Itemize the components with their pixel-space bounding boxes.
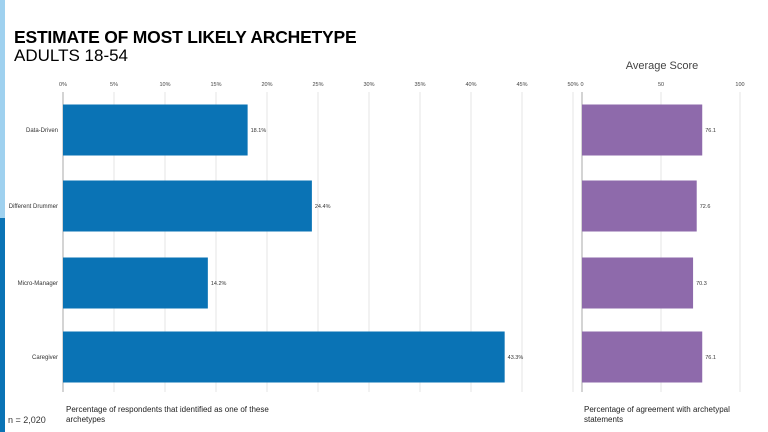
left-x-tick-label: 45% <box>516 82 527 88</box>
page-title: ESTIMATE OF MOST LIKELY ARCHETYPE <box>14 27 357 47</box>
accent-strip-light <box>0 0 5 218</box>
right-data-label: 70.3 <box>696 281 707 287</box>
left-x-tick-label: 25% <box>312 82 323 88</box>
right-chart-xlabel: Percentage of agreement with archetypal … <box>584 405 730 424</box>
left-x-tick-label: 10% <box>159 82 170 88</box>
page-subtitle: ADULTS 18-54 <box>14 46 129 65</box>
left-data-label: 14.2% <box>211 281 227 287</box>
right-x-tick-label: 50 <box>658 82 664 88</box>
category-label: Micro-Manager <box>18 281 58 287</box>
right-bar <box>582 104 703 156</box>
left-bar <box>63 331 505 383</box>
right-data-label: 76.1 <box>705 355 716 361</box>
right-data-label: 76.1 <box>705 128 716 134</box>
category-label: Different Drummer <box>9 204 58 210</box>
accent-strip-dark <box>0 218 5 432</box>
left-x-tick-label: 50% <box>567 82 578 88</box>
right-bar <box>582 257 694 309</box>
left-bar <box>63 257 208 309</box>
right-x-tick-label: 0 <box>580 82 583 88</box>
left-x-tick-label: 30% <box>363 82 374 88</box>
right-data-label: 72.6 <box>700 204 711 210</box>
category-label: Caregiver <box>32 355 58 361</box>
left-bar <box>63 180 312 232</box>
left-bar <box>63 104 248 156</box>
right-bar <box>582 180 697 232</box>
left-data-label: 24.4% <box>315 204 331 210</box>
right-x-tick-label: 100 <box>735 82 744 88</box>
left-x-tick-label: 5% <box>110 82 118 88</box>
left-x-tick-label: 15% <box>210 82 221 88</box>
score-chart-title: Average Score <box>625 60 699 72</box>
sample-size: n = 2,020 <box>8 415 46 425</box>
left-x-tick-label: 0% <box>59 82 67 88</box>
right-bar <box>582 331 703 383</box>
left-x-tick-label: 20% <box>261 82 272 88</box>
left-chart-xlabel: Percentage of respondents that identifie… <box>66 405 269 424</box>
left-data-label: 43.3% <box>508 355 524 361</box>
category-label: Data-Driven <box>26 128 58 134</box>
left-x-tick-label: 35% <box>414 82 425 88</box>
left-data-label: 18.1% <box>251 128 267 134</box>
left-x-tick-label: 40% <box>465 82 476 88</box>
